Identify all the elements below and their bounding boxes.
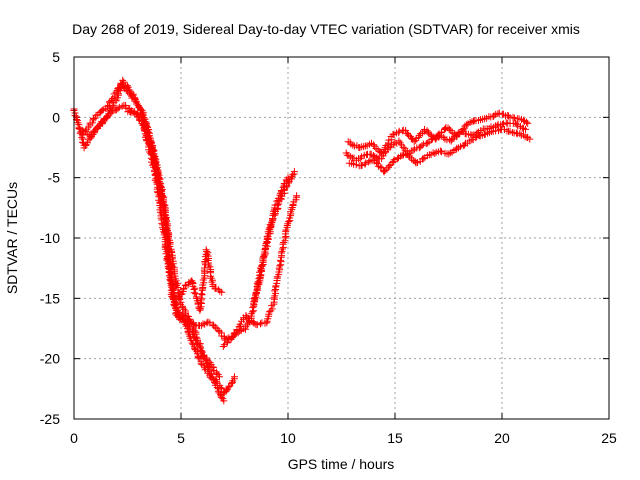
y-axis-label: SDTVAR / TECUs — [4, 182, 20, 294]
data-point-cluster-track-b — [345, 125, 534, 176]
x-tick-labels: 0 5 10 15 20 25 — [70, 430, 617, 446]
data-point-cluster-track-a — [124, 108, 226, 393]
x-tick-label: 25 — [601, 430, 617, 446]
y-tick-label: -10 — [40, 230, 60, 246]
data-point-cluster-track-a — [76, 101, 301, 344]
chart-title: Day 268 of 2019, Sidereal Day-to-day VTE… — [72, 21, 580, 37]
y-tick-label: -5 — [48, 170, 61, 186]
y-tick-label: -25 — [40, 411, 60, 427]
y-tick-labels: 5 0 -5 -10 -15 -20 -25 — [40, 49, 60, 427]
x-tick-label: 5 — [177, 430, 185, 446]
y-tick-label: -20 — [40, 351, 60, 367]
x-tick-label: 0 — [70, 430, 78, 446]
data-point-cluster-track-a — [174, 246, 226, 314]
x-tick-label: 10 — [280, 430, 296, 446]
y-tick-label: 5 — [52, 49, 60, 65]
grid — [74, 57, 609, 419]
x-tick-label: 15 — [387, 430, 403, 446]
y-tick-label: -15 — [40, 290, 60, 306]
data-points — [70, 76, 534, 405]
plot-frame — [73, 56, 610, 420]
data-point-cluster-track-a — [217, 373, 238, 399]
y-tick-label: 0 — [52, 109, 60, 125]
data-point-cluster-track-b — [344, 109, 532, 157]
data-point-cluster-track-a — [250, 174, 292, 309]
x-axis-label: GPS time / hours — [288, 456, 395, 472]
x-tick-label: 20 — [494, 430, 510, 446]
